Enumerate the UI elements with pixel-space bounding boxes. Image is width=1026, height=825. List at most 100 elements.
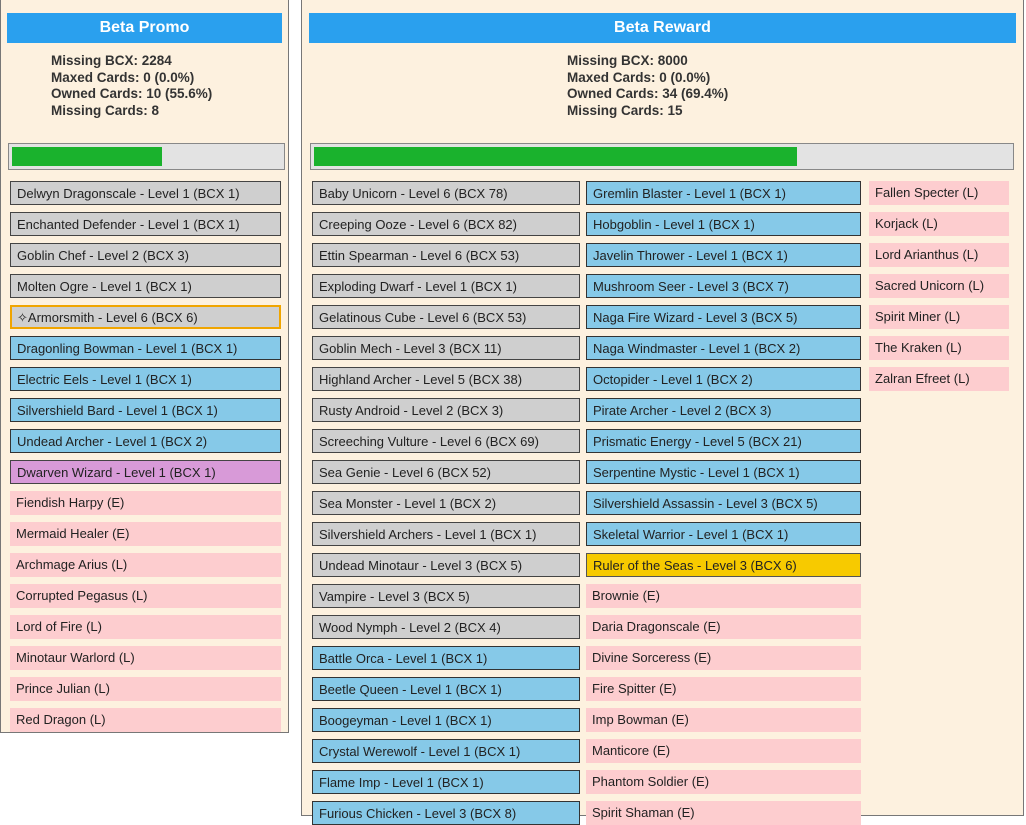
card-label: Rusty Android - Level 2 (BCX 3) xyxy=(319,403,504,418)
card-label: Ruler of the Seas - Level 3 (BCX 6) xyxy=(593,558,797,573)
card-label: Sea Monster - Level 1 (BCX 2) xyxy=(319,496,497,511)
card-label: Undead Minotaur - Level 3 (BCX 5) xyxy=(319,558,523,573)
card-label: Javelin Thrower - Level 1 (BCX 1) xyxy=(593,248,788,263)
card-item[interactable]: Fiendish Harpy (E) xyxy=(10,491,281,515)
card-label: The Kraken (L) xyxy=(875,340,962,355)
maxed-cards: Maxed Cards: 0 (0.0%) xyxy=(51,69,195,85)
card-item[interactable]: Skeletal Warrior - Level 1 (BCX 1) xyxy=(586,522,861,546)
card-item[interactable]: Fire Spitter (E) xyxy=(586,677,861,701)
card-label: Electric Eels - Level 1 (BCX 1) xyxy=(17,372,192,387)
card-item[interactable]: Gelatinous Cube - Level 6 (BCX 53) xyxy=(312,305,580,329)
card-label: Divine Sorceress (E) xyxy=(592,650,712,665)
card-item[interactable]: Exploding Dwarf - Level 1 (BCX 1) xyxy=(312,274,580,298)
sparkle-icon: ✧ xyxy=(17,310,28,325)
card-item[interactable]: Lord of Fire (L) xyxy=(10,615,281,639)
card-item[interactable]: Prince Julian (L) xyxy=(10,677,281,701)
card-item[interactable]: Spirit Miner (L) xyxy=(869,305,1009,329)
stats-block: Missing BCX: 2284 Maxed Cards: 0 (0.0%) … xyxy=(51,53,212,119)
card-item[interactable]: Pirate Archer - Level 2 (BCX 3) xyxy=(586,398,861,422)
card-item[interactable]: Javelin Thrower - Level 1 (BCX 1) xyxy=(586,243,861,267)
card-label: Crystal Werewolf - Level 1 (BCX 1) xyxy=(319,744,521,759)
card-item[interactable]: ✧Armorsmith - Level 6 (BCX 6) xyxy=(10,305,281,329)
beta-promo-panel: Beta Promo Missing BCX: 2284 Maxed Cards… xyxy=(0,0,289,733)
card-item[interactable]: Electric Eels - Level 1 (BCX 1) xyxy=(10,367,281,391)
card-item[interactable]: Goblin Chef - Level 2 (BCX 3) xyxy=(10,243,281,267)
card-item[interactable]: Brownie (E) xyxy=(586,584,861,608)
card-item[interactable]: Goblin Mech - Level 3 (BCX 11) xyxy=(312,336,580,360)
card-item[interactable]: Prismatic Energy - Level 5 (BCX 21) xyxy=(586,429,861,453)
card-item[interactable]: Sacred Unicorn (L) xyxy=(869,274,1009,298)
card-item[interactable]: Wood Nymph - Level 2 (BCX 4) xyxy=(312,615,580,639)
card-label: Battle Orca - Level 1 (BCX 1) xyxy=(319,651,488,666)
card-item[interactable]: Sea Monster - Level 1 (BCX 2) xyxy=(312,491,580,515)
card-item[interactable]: Sea Genie - Level 6 (BCX 52) xyxy=(312,460,580,484)
card-label: Armorsmith - Level 6 (BCX 6) xyxy=(27,310,198,325)
card-item[interactable]: Octopider - Level 1 (BCX 2) xyxy=(586,367,861,391)
card-item[interactable]: Naga Windmaster - Level 1 (BCX 2) xyxy=(586,336,861,360)
stats-block: Missing BCX: 8000 Maxed Cards: 0 (0.0%) … xyxy=(567,53,728,119)
card-item[interactable]: Divine Sorceress (E) xyxy=(586,646,861,670)
card-item[interactable]: Creeping Ooze - Level 6 (BCX 82) xyxy=(312,212,580,236)
card-label: Ettin Spearman - Level 6 (BCX 53) xyxy=(319,248,520,263)
card-item[interactable]: Silvershield Assassin - Level 3 (BCX 5) xyxy=(586,491,861,515)
card-item[interactable]: Mushroom Seer - Level 3 (BCX 7) xyxy=(586,274,861,298)
card-label: Molten Ogre - Level 1 (BCX 1) xyxy=(17,279,192,294)
card-item[interactable]: Molten Ogre - Level 1 (BCX 1) xyxy=(10,274,281,298)
card-item[interactable]: Gremlin Blaster - Level 1 (BCX 1) xyxy=(586,181,861,205)
card-item[interactable]: Fallen Specter (L) xyxy=(869,181,1009,205)
card-item[interactable]: Boogeyman - Level 1 (BCX 1) xyxy=(312,708,580,732)
card-item[interactable]: Archmage Arius (L) xyxy=(10,553,281,577)
card-item[interactable]: Zalran Efreet (L) xyxy=(869,367,1009,391)
card-item[interactable]: Manticore (E) xyxy=(586,739,861,763)
card-item[interactable]: Beetle Queen - Level 1 (BCX 1) xyxy=(312,677,580,701)
missing-bcx: Missing BCX: 8000 xyxy=(567,53,688,68)
card-item[interactable]: Flame Imp - Level 1 (BCX 1) xyxy=(312,770,580,794)
card-item[interactable]: Daria Dragonscale (E) xyxy=(586,615,861,639)
card-label: Spirit Miner (L) xyxy=(875,309,961,324)
card-label: Silvershield Assassin - Level 3 (BCX 5) xyxy=(593,496,818,511)
card-item[interactable]: Baby Unicorn - Level 6 (BCX 78) xyxy=(312,181,580,205)
card-item[interactable]: Spirit Shaman (E) xyxy=(586,801,861,825)
card-item[interactable]: Delwyn Dragonscale - Level 1 (BCX 1) xyxy=(10,181,281,205)
card-label: Minotaur Warlord (L) xyxy=(16,650,135,665)
card-item[interactable]: Battle Orca - Level 1 (BCX 1) xyxy=(312,646,580,670)
card-item[interactable]: Silvershield Bard - Level 1 (BCX 1) xyxy=(10,398,281,422)
card-label: Dragonling Bowman - Level 1 (BCX 1) xyxy=(17,341,238,356)
card-item[interactable]: Screeching Vulture - Level 6 (BCX 69) xyxy=(312,429,580,453)
card-label: Hobgoblin - Level 1 (BCX 1) xyxy=(593,217,755,232)
card-item[interactable]: Furious Chicken - Level 3 (BCX 8) xyxy=(312,801,580,825)
card-label: Beetle Queen - Level 1 (BCX 1) xyxy=(319,682,502,697)
card-item[interactable]: Crystal Werewolf - Level 1 (BCX 1) xyxy=(312,739,580,763)
card-item[interactable]: Undead Minotaur - Level 3 (BCX 5) xyxy=(312,553,580,577)
card-item[interactable]: Ruler of the Seas - Level 3 (BCX 6) xyxy=(586,553,861,577)
card-label: Silvershield Bard - Level 1 (BCX 1) xyxy=(17,403,218,418)
card-item[interactable]: Serpentine Mystic - Level 1 (BCX 1) xyxy=(586,460,861,484)
card-item[interactable]: Lord Arianthus (L) xyxy=(869,243,1009,267)
card-item[interactable]: Korjack (L) xyxy=(869,212,1009,236)
card-label: Corrupted Pegasus (L) xyxy=(16,588,148,603)
card-item[interactable]: Ettin Spearman - Level 6 (BCX 53) xyxy=(312,243,580,267)
card-item[interactable]: Silvershield Archers - Level 1 (BCX 1) xyxy=(312,522,580,546)
card-item[interactable]: Vampire - Level 3 (BCX 5) xyxy=(312,584,580,608)
card-label: Creeping Ooze - Level 6 (BCX 82) xyxy=(319,217,517,232)
card-item[interactable]: Enchanted Defender - Level 1 (BCX 1) xyxy=(10,212,281,236)
card-item[interactable]: Red Dragon (L) xyxy=(10,708,281,732)
card-item[interactable]: Hobgoblin - Level 1 (BCX 1) xyxy=(586,212,861,236)
card-item[interactable]: Undead Archer - Level 1 (BCX 2) xyxy=(10,429,281,453)
card-item[interactable]: Minotaur Warlord (L) xyxy=(10,646,281,670)
card-item[interactable]: Mermaid Healer (E) xyxy=(10,522,281,546)
card-label: Baby Unicorn - Level 6 (BCX 78) xyxy=(319,186,508,201)
card-item[interactable]: Corrupted Pegasus (L) xyxy=(10,584,281,608)
card-item[interactable]: The Kraken (L) xyxy=(869,336,1009,360)
card-label: Lord Arianthus (L) xyxy=(875,247,979,262)
card-item[interactable]: Dragonling Bowman - Level 1 (BCX 1) xyxy=(10,336,281,360)
card-label: Fiendish Harpy (E) xyxy=(16,495,125,510)
card-item[interactable]: Dwarven Wizard - Level 1 (BCX 1) xyxy=(10,460,281,484)
card-item[interactable]: Phantom Soldier (E) xyxy=(586,770,861,794)
card-label: Fire Spitter (E) xyxy=(592,681,677,696)
card-label: Mermaid Healer (E) xyxy=(16,526,130,541)
card-item[interactable]: Naga Fire Wizard - Level 3 (BCX 5) xyxy=(586,305,861,329)
card-item[interactable]: Highland Archer - Level 5 (BCX 38) xyxy=(312,367,580,391)
card-item[interactable]: Imp Bowman (E) xyxy=(586,708,861,732)
card-item[interactable]: Rusty Android - Level 2 (BCX 3) xyxy=(312,398,580,422)
